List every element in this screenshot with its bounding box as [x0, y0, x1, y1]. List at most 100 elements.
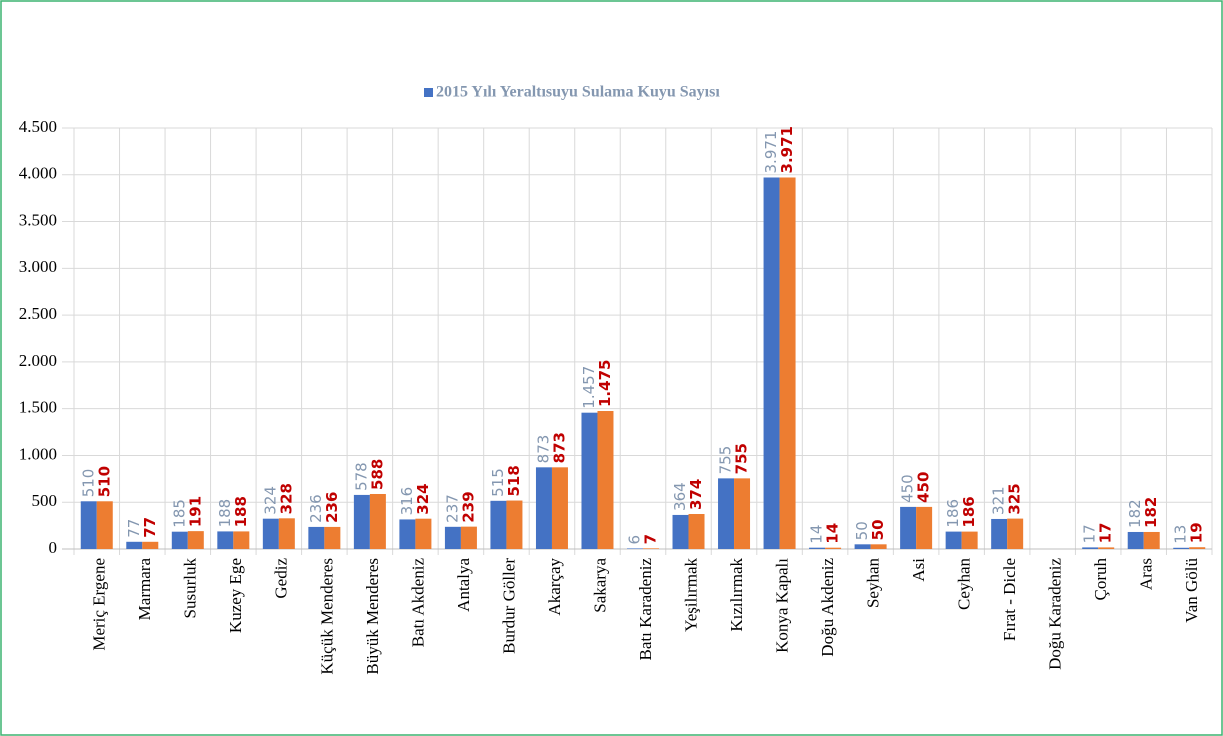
value-label: 316: [398, 487, 416, 516]
value-label: 518: [505, 465, 523, 496]
y-tick-label: 1.000: [19, 444, 57, 463]
value-label: 239: [459, 491, 477, 522]
bar: [324, 526, 341, 549]
x-tick-label: Doğu Akdeniz: [818, 558, 837, 657]
bar: [643, 548, 659, 549]
value-label: 873: [534, 435, 552, 464]
y-tick-label: 1.500: [19, 398, 57, 417]
value-label: 186: [944, 499, 962, 528]
bar: [1098, 547, 1115, 549]
value-label: 50: [853, 521, 871, 540]
x-tick-label: Konya Kapalı: [772, 558, 791, 653]
bar: [233, 531, 250, 549]
y-tick-label: 2.500: [19, 304, 57, 323]
x-tick-label: Susurluk: [181, 558, 200, 619]
x-tick-label: Sakarya: [590, 558, 609, 613]
y-tick-label: 2.000: [19, 351, 57, 370]
bar: [1173, 547, 1190, 549]
bar: [1082, 547, 1099, 549]
x-tick-label: Batı Akdeniz: [408, 558, 427, 648]
bar: [1007, 518, 1024, 549]
value-label: 188: [216, 499, 234, 528]
x-tick-label: Doğu Karadeniz: [1046, 558, 1065, 670]
x-tick-label: Kızılırmak: [727, 558, 746, 632]
bar: [688, 514, 705, 549]
value-label: 364: [671, 482, 689, 511]
x-tick-label: Büyük Menderes: [363, 558, 382, 675]
bar: [278, 518, 295, 549]
bar: [718, 478, 735, 549]
x-tick-label: Gediz: [272, 558, 291, 599]
x-tick-label: Kuzey Ege: [226, 558, 245, 633]
y-tick-label: 0: [49, 538, 58, 557]
value-label: 188: [232, 496, 250, 527]
value-label: 77: [125, 519, 143, 538]
value-label: 14: [808, 525, 826, 544]
x-tick-label: Asi: [909, 558, 928, 582]
value-label: 450: [915, 472, 933, 503]
bar: [734, 478, 751, 549]
value-label: 50: [869, 519, 887, 540]
bar: [870, 544, 887, 549]
legend-label: 2015 Yılı Yeraltısuyu Sulama Kuyu Sayısı: [436, 84, 720, 101]
bar: [1189, 547, 1206, 549]
bar: [627, 548, 643, 549]
bar: [779, 177, 796, 549]
bar: [961, 531, 978, 549]
bar: [142, 541, 159, 549]
value-label: 328: [277, 483, 295, 514]
value-label: 237: [443, 494, 461, 523]
value-label: 182: [1142, 497, 1160, 528]
value-label: 77: [141, 517, 159, 538]
value-label: 324: [261, 486, 279, 515]
bar: [809, 547, 826, 549]
x-tick-label: Seyhan: [864, 558, 883, 609]
x-tick-label: Çoruh: [1091, 558, 1110, 601]
value-label: 236: [323, 492, 341, 523]
value-label: 17: [1081, 524, 1099, 543]
value-label: 191: [186, 496, 204, 527]
bar: [460, 526, 477, 549]
bar: [672, 514, 689, 549]
x-tick-label: Batı Karadeniz: [636, 558, 655, 661]
bar: [187, 531, 204, 549]
value-label: 325: [1006, 483, 1024, 514]
bar: [597, 411, 614, 549]
bar: [1143, 531, 1160, 549]
y-tick-label: 500: [32, 491, 58, 510]
value-label: 7: [642, 534, 660, 544]
value-label: 13: [1172, 525, 1190, 544]
x-tick-label: Ceyhan: [955, 558, 974, 610]
bar: [353, 494, 370, 549]
bar: [1127, 531, 1144, 549]
value-label: 374: [687, 479, 705, 510]
value-label: 186: [960, 496, 978, 527]
value-label: 1.457: [580, 366, 598, 409]
value-label: 588: [368, 459, 386, 490]
value-label: 3.971: [762, 131, 780, 174]
value-label: 755: [717, 446, 735, 475]
bar: [506, 500, 523, 549]
bar: [126, 541, 143, 549]
bar: [171, 531, 188, 549]
value-label: 3.971: [778, 126, 796, 173]
value-label: 324: [414, 483, 432, 514]
value-label: 873: [550, 432, 568, 463]
bar: [763, 177, 780, 549]
bar: [535, 467, 552, 549]
bar: [916, 506, 933, 549]
legend-swatch: [424, 88, 433, 97]
y-tick-label: 3.000: [19, 257, 57, 276]
value-label: 17: [1097, 523, 1115, 544]
bar: [490, 500, 507, 549]
bar: [900, 506, 917, 549]
y-tick-label: 4.500: [19, 117, 57, 136]
bar: [369, 493, 386, 549]
value-label: 515: [489, 468, 507, 497]
bar: [991, 518, 1008, 549]
bar: [825, 547, 842, 549]
x-tick-label: Küçük Menderes: [317, 558, 336, 675]
x-tick-label: Akarçay: [545, 558, 564, 616]
